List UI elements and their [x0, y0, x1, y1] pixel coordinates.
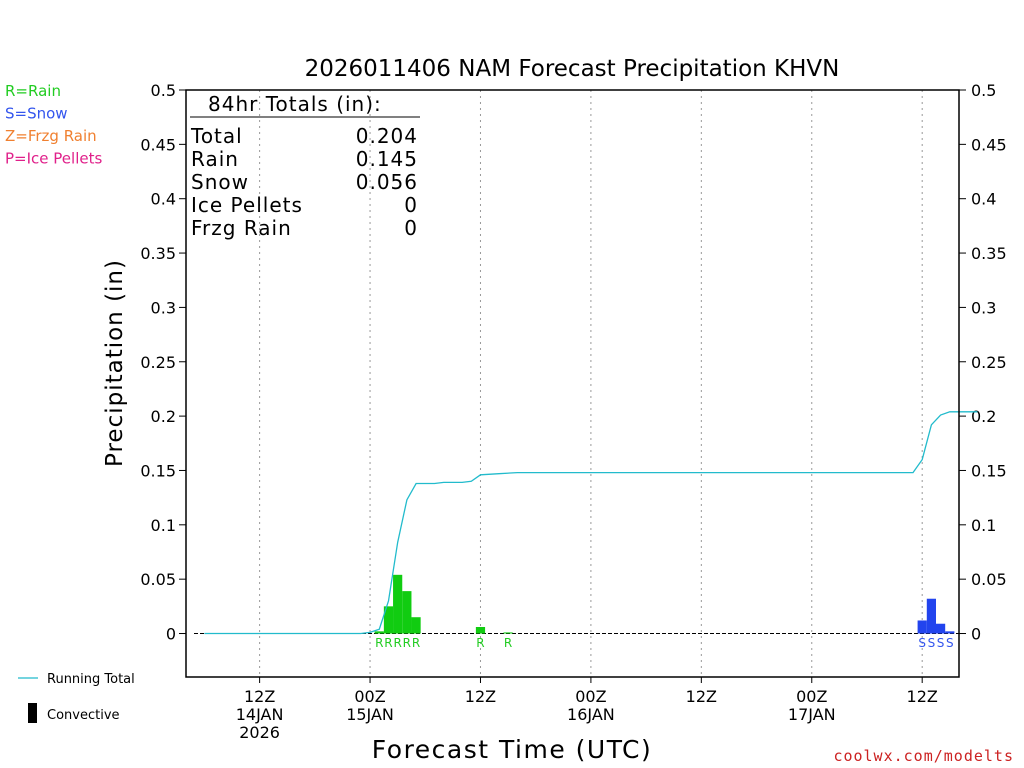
ptype-legend-item: P=Ice Pellets — [5, 150, 102, 168]
totals-row-value: 0.204 — [356, 124, 418, 148]
ptype-marker: R — [384, 636, 392, 650]
x-tick-date: 15JAN — [346, 705, 394, 724]
running-total-legend-label: Running Total — [47, 672, 135, 687]
y-tick-label-left: 0.3 — [151, 298, 176, 317]
ptype-marker: R — [393, 636, 401, 650]
x-tick-label: 12Z — [465, 687, 496, 706]
totals-row-label: Ice Pellets — [191, 193, 303, 217]
x-tick-label: 00Z — [796, 687, 827, 706]
ptype-legend-item: Z=Frzg Rain — [5, 127, 97, 145]
y-tick-label-left: 0.35 — [140, 244, 176, 263]
y-tick-label-right: 0.25 — [971, 353, 1007, 372]
x-tick-date: 17JAN — [788, 705, 836, 724]
x-tick-label: 00Z — [575, 687, 606, 706]
totals-row-label: Snow — [191, 170, 249, 194]
ptype-marker: S — [946, 636, 954, 650]
y-tick-label-left: 0.45 — [140, 135, 176, 154]
totals-box: 84hr Totals (in): Total 0.204 Rain 0.145 Snow… — [190, 92, 420, 240]
totals-row-label: Frzg Rain — [191, 216, 292, 240]
y-tick-label-left: 0.4 — [151, 190, 176, 209]
precip-bars — [374, 574, 955, 634]
x-tick-label: 12Z — [686, 687, 717, 706]
ptype-marker: R — [375, 636, 383, 650]
totals-row-value: 0 — [404, 193, 418, 217]
y-tick-label-right: 0.35 — [971, 244, 1007, 263]
totals-row-label: Total — [190, 124, 243, 148]
ptype-marker: R — [476, 636, 484, 650]
x-tick-date: 14JAN — [236, 705, 284, 724]
y-tick-label-right: 0 — [971, 625, 981, 644]
y-tick-label-right: 0.1 — [971, 516, 996, 535]
y-axis-label: Precipitation (in) — [102, 259, 128, 467]
x-tick-date: 16JAN — [567, 705, 615, 724]
ptype-marker: S — [937, 636, 945, 650]
ptype-marker: S — [918, 636, 926, 650]
precip-bar-rain — [393, 574, 403, 634]
precip-bar-rain — [411, 617, 421, 634]
plot-grid — [194, 90, 959, 677]
y-tick-label-left: 0.25 — [140, 353, 176, 372]
y-axis-right: 0 0.05 0.1 0.15 0.2 0.25 0.3 0.35 0.4 0.45 0.5 — [959, 81, 1007, 644]
totals-header: 84hr Totals (in): — [208, 92, 382, 116]
ptype-legend-item: R=Rain — [5, 82, 61, 100]
precip-bar-rain — [402, 591, 412, 634]
ptype-marker: R — [412, 636, 420, 650]
credit-text: coolwx.com/modelts — [833, 747, 1014, 765]
ptype-marker: R — [504, 636, 512, 650]
totals-row-label: Rain — [191, 147, 239, 171]
precip-bar-rain — [383, 606, 394, 634]
ptype-marker: S — [928, 636, 936, 650]
y-axis-left: 0 0.05 0.1 0.15 0.2 0.25 0.3 0.35 0.4 0.45 0.5 — [140, 81, 186, 644]
y-tick-label-right: 0.4 — [971, 190, 996, 209]
ptype-legend: R=Rain S=Snow Z=Frzg Rain P=Ice Pellets — [5, 82, 102, 168]
y-tick-label-left: 0.2 — [151, 407, 176, 426]
x-tick-label: 12Z — [244, 687, 275, 706]
bottom-legend: Running Total Convective — [18, 672, 135, 723]
y-tick-label-right: 0.5 — [971, 81, 996, 100]
y-tick-label-right: 0.2 — [971, 407, 996, 426]
totals-row-value: 0.145 — [356, 147, 418, 171]
precip-bar-snow — [945, 631, 955, 634]
y-tick-label-right: 0.3 — [971, 298, 996, 317]
y-tick-label-left: 0.05 — [140, 570, 176, 589]
precip-bar-snow — [935, 623, 946, 634]
plot-frame — [185, 89, 960, 678]
convective-legend-label: Convective — [47, 708, 120, 723]
running-total-line-group — [204, 411, 978, 635]
convective-legend-swatch — [28, 703, 37, 723]
x-tick-year: 2026 — [239, 723, 280, 742]
running-total-line — [204, 411, 978, 635]
y-tick-label-left: 0.5 — [151, 81, 176, 100]
x-tick-label: 12Z — [907, 687, 938, 706]
ptype-marker: R — [403, 636, 411, 650]
chart-title: 2026011406 NAM Forecast Precipitation KH… — [305, 56, 840, 82]
ptype-legend-item: S=Snow — [5, 105, 68, 123]
precip-bar-rain — [503, 632, 513, 634]
y-tick-label-right: 0.05 — [971, 570, 1007, 589]
totals-row-value: 0 — [404, 216, 418, 240]
y-tick-label-left: 0 — [166, 625, 176, 644]
totals-row-value: 0.056 — [356, 170, 418, 194]
y-tick-label-right: 0.15 — [971, 461, 1007, 480]
y-tick-label-left: 0.1 — [151, 516, 176, 535]
precip-bar-snow — [926, 598, 936, 634]
precip-bar-snow — [917, 620, 927, 634]
y-tick-label-right: 0.45 — [971, 135, 1007, 154]
precip-bar-rain — [374, 631, 384, 634]
precip-bar-rain — [475, 626, 486, 634]
y-tick-label-left: 0.15 — [140, 461, 176, 480]
x-axis-label: Forecast Time (UTC) — [372, 735, 652, 764]
x-tick-label: 00Z — [354, 687, 385, 706]
